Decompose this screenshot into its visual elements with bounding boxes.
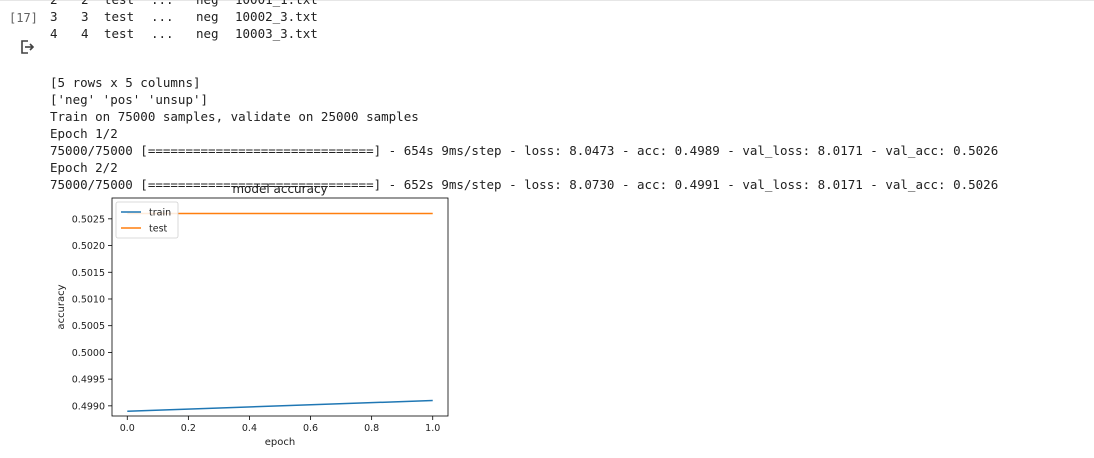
legend-label-train: train [149,208,171,219]
cell-top-border [0,0,1094,1]
dataframe-cell-review: ... [151,9,174,24]
dataframe-cell-id: 2 [81,0,89,8]
dataframe-cell-idx: 2 [50,0,58,8]
x-tick-label: 0.8 [364,423,379,434]
dataframe-cell-label: neg [196,26,219,41]
dataframe-cell-label: neg [196,9,219,24]
dataframe-cell-file: 10002_3.txt [235,9,318,24]
log-line: ['neg' 'pos' 'unsup'] [50,92,209,107]
y-tick-label: 0.5000 [72,348,105,359]
legend-box [115,201,179,239]
x-tick-label: 0.0 [120,423,135,434]
dataframe-cell-file: 10001_1.txt [235,0,318,8]
dataframe-cell-review: ... [151,0,174,8]
dataframe-cell-type: test [104,0,134,8]
chart-title: model accuracy [232,182,327,196]
y-tick-label: 0.5005 [72,321,105,332]
training-log: [5 rows x 5 columns] ['neg' 'pos' 'unsup'… [50,57,998,193]
log-line [50,57,998,74]
x-tick-label: 0.6 [303,423,318,434]
log-line: 75000/75000 [===========================… [50,177,999,192]
output-redirect-icon[interactable] [19,39,35,55]
plot-frame [111,197,449,417]
log-line: Epoch 1/2 [50,126,118,141]
accuracy-chart-svg: model accuracy 0.0 0.2 0.4 0.6 0.8 1.0 0.4990 0.… [56,182,449,448]
dataframe-cell-label: neg [196,0,219,8]
y-tick-label: 0.5015 [72,268,105,279]
y-tick-label: 0.5020 [72,241,105,252]
y-tick-label: 0.5010 [72,294,105,305]
x-axis-label: epoch [265,437,295,448]
dataframe-cell-type: test [104,9,135,24]
x-tick-label: 0.4 [242,423,257,434]
dataframe-cell-id: 3 [81,9,89,24]
log-line: Train on 75000 samples, validate on 2500… [50,109,419,124]
log-line: 75000/75000 [===========================… [50,143,999,158]
dataframe-cell-id: 4 [81,26,89,41]
dataframe-cell-file: 10003_3.txt [235,26,318,41]
y-axis-label: accuracy [56,284,67,329]
series-line-train [127,399,433,412]
x-tick-label: 1.0 [425,423,440,434]
dataframe-cell-type: test [104,26,135,41]
dataframe-cell-idx: 4 [50,26,58,41]
y-tick-label: 0.4995 [72,375,105,386]
execution-count: [17] [9,11,38,25]
log-line: [5 rows x 5 columns] [50,75,201,90]
y-tick-label: 0.4990 [72,401,105,412]
log-line: Epoch 2/2 [50,160,118,175]
accuracy-chart: model accuracy 0.0 0.2 0.4 0.6 0.8 1.0 0.4990 0.… [50,178,460,457]
x-tick-label: 0.2 [181,423,196,434]
dataframe-cell-idx: 3 [50,9,58,24]
legend-label-test: test [149,224,168,235]
y-tick-label: 0.5025 [72,214,105,225]
dataframe-cell-review: ... [151,26,174,41]
